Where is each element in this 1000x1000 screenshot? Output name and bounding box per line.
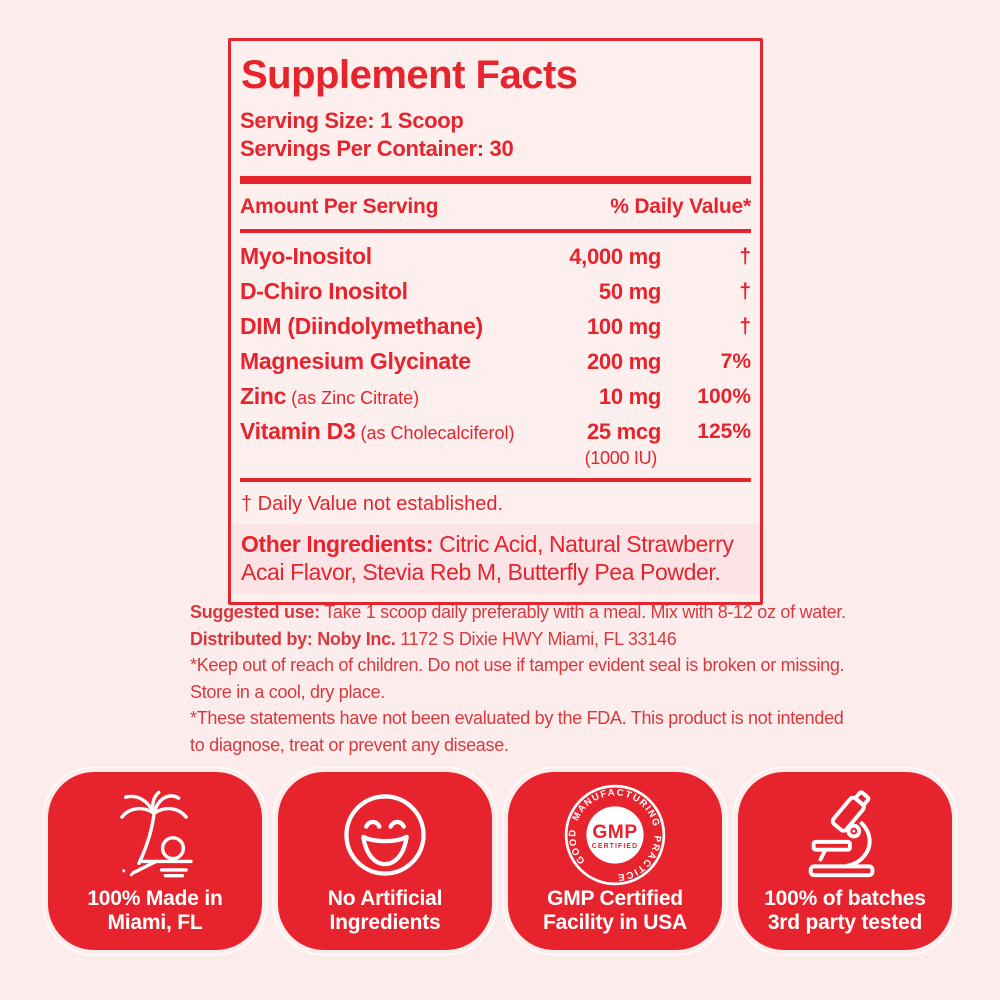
ingredient-amount: 200 mg <box>586 349 661 374</box>
ingredient-name: Vitamin D3 <box>240 418 356 444</box>
storage-line: Store in a cool, dry place. <box>190 681 386 702</box>
table-row: Vitamin D3 (as Cholecalciferol) 25 mcg (… <box>240 415 751 468</box>
ingredient-name: Magnesium Glycinate <box>240 348 471 374</box>
table-row: DIM (Diindolymethane) 100 mg † <box>240 310 751 345</box>
ingredient-detail: (as Cholecalciferol) <box>355 423 515 443</box>
ingredient-daily-value: 125% <box>697 420 751 443</box>
warning-line: *Keep out of reach of children. Do not u… <box>190 655 845 675</box>
badge-label-line: Facility in USA <box>542 911 688 934</box>
ingredient-amount: 10 mg <box>598 384 661 409</box>
ingredient-daily-value: † <box>739 315 751 338</box>
badge-label-line: GMP Certified <box>547 887 683 910</box>
table-header: Amount Per Serving % Daily Value* <box>240 195 751 219</box>
badge-label-line: 100% of batches <box>764 887 926 910</box>
ingredient-table: Myo-Inositol 4,000 mg † D-Chiro Inositol… <box>240 240 751 468</box>
ingredient-amount: 100 mg <box>586 314 661 339</box>
gmp-seal-icon: GOOD MANUFACTURING PRACTICE GMP CERTIFIE… <box>564 784 666 886</box>
badge-label-line: No Artificial <box>327 887 443 910</box>
servings-per-container: Servings Per Container: 30 <box>240 136 514 161</box>
column-header-daily-value: % Daily Value* <box>610 195 751 218</box>
other-ingredients-text: Citric Acid, Natural Strawberry Acai Fla… <box>241 531 734 585</box>
table-row: Zinc (as Zinc Citrate) 10 mg 100% <box>240 380 751 415</box>
daily-value-footnote: † Daily Value not established. <box>241 493 504 515</box>
badge-no-artificial-ingredients: No Artificial Ingredients <box>278 772 492 950</box>
fda-disclaimer-line: to diagnose, treat or prevent any diseas… <box>190 734 509 755</box>
column-header-amount: Amount Per Serving <box>240 195 439 218</box>
suggested-use-label: Suggested use: <box>190 602 320 622</box>
fda-disclaimer-line: *These statements have not been evaluate… <box>190 708 844 728</box>
microscope-icon <box>808 790 875 878</box>
ingredient-amount-iu: (1000 IU) <box>584 448 658 468</box>
palm-beach-icon <box>120 790 193 878</box>
other-ingredients: Other Ingredients: Citric Acid, Natural … <box>231 524 760 594</box>
badge-made-in-miami: 100% Made in Miami, FL <box>48 772 262 950</box>
ingredient-name: D-Chiro Inositol <box>240 278 408 304</box>
gmp-certified-text: CERTIFIED <box>592 843 639 850</box>
table-row: D-Chiro Inositol 50 mg † <box>240 275 751 310</box>
gmp-center-text: GMP <box>592 822 637 843</box>
distributed-by-label: Distributed by: Noby Inc. <box>190 628 396 649</box>
badge-third-party-tested: 100% of batches 3rd party tested <box>738 772 952 950</box>
suggested-use: Suggested use: Take 1 scoop daily prefer… <box>190 602 846 622</box>
badge-label-line: 100% Made in <box>87 887 223 910</box>
ingredient-daily-value: 100% <box>697 385 751 408</box>
info-text-block: Suggested use: Take 1 scoop daily prefer… <box>190 599 950 758</box>
ingredient-name: DIM (Diindolymethane) <box>240 313 483 339</box>
badge-label-line: 3rd party tested <box>767 911 923 934</box>
ingredient-daily-value: † <box>739 245 751 268</box>
table-row: Magnesium Glycinate 200 mg 7% <box>240 345 751 380</box>
ingredient-daily-value: † <box>739 280 751 303</box>
table-row: Myo-Inositol 4,000 mg † <box>240 240 751 275</box>
supplement-facts-panel: Supplement Facts Serving Size: 1 Scoop S… <box>228 38 763 605</box>
ingredient-name: Myo-Inositol <box>240 243 372 269</box>
other-ingredients-label: Other Ingredients: <box>241 531 434 557</box>
ingredient-amount: 4,000 mg <box>569 244 661 269</box>
feature-badges: 100% Made in Miami, FL No Artificial Ing… <box>48 772 952 950</box>
ingredient-amount: 50 mg <box>598 279 661 304</box>
serving-size: Serving Size: 1 Scoop <box>240 108 464 133</box>
divider-thin <box>240 229 751 233</box>
ingredient-daily-value: 7% <box>720 350 751 373</box>
distributed-by: Distributed by: Noby Inc. 1172 S Dixie H… <box>190 628 677 649</box>
badge-label-line: Miami, FL <box>107 911 203 934</box>
divider-thick <box>240 176 751 184</box>
badge-label-line: Ingredients <box>329 911 441 934</box>
badge-gmp-certified: GOOD MANUFACTURING PRACTICE GMP CERTIFIE… <box>508 772 722 950</box>
smiley-icon <box>344 794 426 876</box>
panel-title: Supplement Facts <box>241 53 578 97</box>
ingredient-name: Zinc <box>240 383 287 409</box>
ingredient-detail: (as Zinc Citrate) <box>286 388 420 408</box>
ingredient-amount: 25 mcg <box>586 419 661 444</box>
divider-thin <box>240 478 751 482</box>
